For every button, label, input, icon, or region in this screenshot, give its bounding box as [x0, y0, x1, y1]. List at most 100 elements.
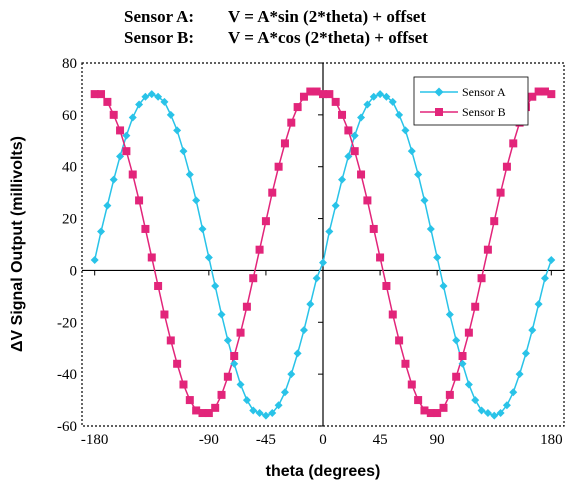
point-sensor-a [331, 201, 340, 210]
point-sensor-a [528, 326, 537, 335]
point-sensor-a [483, 409, 492, 418]
point-sensor-a [509, 388, 518, 397]
point-sensor-a [154, 92, 163, 101]
point-sensor-a [141, 92, 150, 101]
point-sensor-a [147, 90, 156, 99]
point-sensor-a [534, 300, 543, 309]
tick-labels: -180 -90 -45 0 45 90 180 80 60 40 20 0 -20 -40 -60 [57, 56, 563, 448]
point-sensor-b [179, 380, 188, 389]
point-sensor-b [122, 147, 131, 156]
point-sensor-a [502, 401, 511, 410]
point-sensor-b [312, 87, 321, 96]
point-sensor-b [198, 409, 207, 418]
point-sensor-a [198, 224, 207, 233]
point-sensor-b [103, 97, 112, 106]
point-sensor-b [306, 87, 315, 96]
point-sensor-a [344, 152, 353, 161]
point-sensor-a [515, 370, 524, 379]
point-sensor-a [521, 349, 530, 358]
point-sensor-b [477, 274, 486, 283]
point-sensor-a [217, 310, 226, 319]
y-tick-label: 60 [62, 108, 77, 124]
y-axis-label: ΔV Signal Output (millivolts) [9, 136, 26, 352]
point-sensor-b [490, 217, 499, 226]
point-sensor-a [401, 126, 410, 135]
point-sensor-b [350, 147, 359, 156]
point-sensor-b [166, 336, 175, 345]
title-sensor-a-label: Sensor A: [124, 7, 194, 26]
point-sensor-a [223, 336, 232, 345]
point-sensor-b [534, 87, 543, 96]
point-sensor-a [280, 388, 289, 397]
y-tick-label: 0 [70, 263, 78, 279]
y-tick-label: -60 [57, 419, 77, 435]
point-sensor-b [274, 162, 283, 171]
legend-label-sensor-a: Sensor A [462, 85, 506, 99]
point-sensor-b [528, 92, 537, 101]
point-sensor-b [230, 351, 239, 360]
point-sensor-a [204, 253, 213, 262]
point-sensor-b [407, 380, 416, 389]
point-sensor-b [154, 281, 163, 290]
point-sensor-a [274, 401, 283, 410]
point-sensor-a [433, 253, 442, 262]
point-sensor-b [280, 139, 289, 148]
point-sensor-b [464, 328, 473, 337]
point-sensor-a [90, 256, 99, 265]
point-sensor-b [344, 126, 353, 135]
point-sensor-b [236, 328, 245, 337]
point-sensor-a [299, 326, 308, 335]
point-sensor-b [109, 110, 118, 119]
point-sensor-b [287, 118, 296, 127]
point-sensor-a [426, 224, 435, 233]
point-sensor-a [407, 147, 416, 156]
point-sensor-b [433, 409, 442, 418]
point-sensor-b [395, 336, 404, 345]
point-sensor-b [211, 403, 220, 412]
point-sensor-b [502, 162, 511, 171]
point-sensor-b [128, 170, 137, 179]
x-tick-label: -45 [256, 432, 276, 448]
point-sensor-a [363, 100, 372, 109]
point-sensor-b [420, 406, 429, 415]
point-sensor-b [363, 196, 372, 205]
point-sensor-b [496, 188, 505, 197]
point-sensor-a [166, 110, 175, 119]
point-sensor-b [401, 359, 410, 368]
point-sensor-a [103, 201, 112, 210]
point-sensor-b [458, 351, 467, 360]
point-sensor-b [90, 90, 99, 99]
point-sensor-b [369, 224, 378, 233]
title-sensor-b-label: Sensor B: [124, 28, 194, 47]
point-sensor-a [192, 196, 201, 205]
point-sensor-a [116, 152, 125, 161]
point-sensor-b [116, 126, 125, 135]
point-sensor-b [160, 310, 169, 319]
title-sensor-b-formula: V = A*cos (2*theta) + offset [228, 28, 428, 47]
point-sensor-a [496, 409, 505, 418]
point-sensor-b [293, 103, 302, 112]
point-sensor-b [325, 90, 334, 99]
point-sensor-a [414, 170, 423, 179]
point-sensor-a [547, 256, 556, 265]
point-sensor-a [306, 300, 315, 309]
x-tick-label: 180 [540, 432, 563, 448]
chart-title: Sensor A: V = A*sin (2*theta) + offset S… [124, 7, 428, 47]
point-sensor-b [414, 396, 423, 405]
point-sensor-b [388, 310, 397, 319]
point-sensor-b [338, 110, 347, 119]
point-sensor-b [299, 92, 308, 101]
point-sensor-a [376, 90, 385, 99]
point-sensor-b [147, 253, 156, 262]
point-sensor-a [477, 406, 486, 415]
point-sensor-a [369, 92, 378, 101]
point-sensor-a [490, 411, 499, 420]
x-tick-label: 0 [319, 432, 327, 448]
point-sensor-a [293, 349, 302, 358]
point-sensor-a [458, 359, 467, 368]
point-sensor-b [173, 359, 182, 368]
point-sensor-a [109, 175, 118, 184]
legend-label-sensor-b: Sensor B [462, 105, 506, 119]
point-sensor-a [211, 281, 220, 290]
